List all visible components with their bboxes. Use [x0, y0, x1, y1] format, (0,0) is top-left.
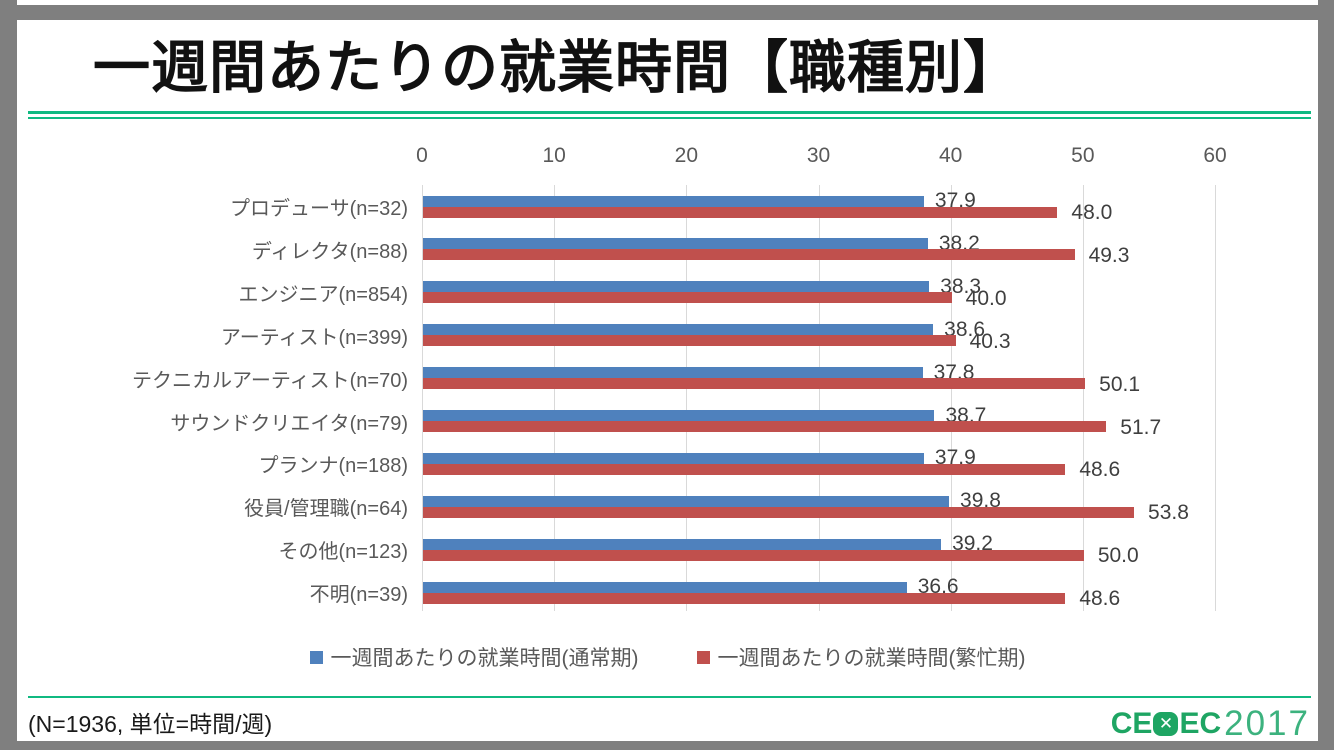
title-underline-bottom [28, 117, 1311, 119]
bar-busy [423, 335, 956, 347]
bar-busy [423, 506, 1135, 518]
logo-x-icon: ✕ [1153, 712, 1179, 736]
data-label-normal: 38.3 [940, 274, 982, 298]
category-label: アーティスト(n=399) [220, 326, 408, 349]
data-label-normal: 37.8 [933, 360, 975, 384]
data-label-busy: 40.3 [969, 329, 1011, 353]
bar-busy [423, 292, 952, 304]
data-label-busy: 48.6 [1079, 587, 1121, 611]
bar-busy [423, 206, 1058, 218]
footer-note: (N=1936, 単位=時間/週) [28, 711, 273, 737]
bar-busy [423, 549, 1084, 561]
category-label: プロデューサ(n=32) [230, 198, 408, 220]
legend-label-normal: 一週間あたりの就業時間(通常期) [330, 647, 639, 670]
legend-label-busy: 一週間あたりの就業時間(繁忙期) [717, 647, 1026, 670]
bar-busy [423, 592, 1066, 604]
logo-text-prefix: CE [1110, 707, 1153, 740]
category-label: 役員/管理職(n=64) [244, 498, 408, 521]
chart-legend: 一週間あたりの就業時間(通常期) 一週間あたりの就業時間(繁忙期) [17, 641, 1318, 673]
bar-busy [423, 463, 1066, 475]
logo-year: 2017 [1224, 704, 1310, 743]
bar-normal [423, 238, 928, 250]
category-label: テクニカルアーティスト(n=70) [132, 369, 408, 392]
logo-text-suffix: EC [1179, 707, 1222, 740]
category-label: ディレクタ(n=88) [251, 240, 408, 263]
data-label-normal: 37.9 [934, 189, 976, 212]
data-label-normal: 36.6 [917, 575, 959, 599]
bar-normal [423, 367, 923, 379]
data-label-normal: 39.2 [952, 532, 993, 556]
data-label-normal: 38.2 [938, 231, 980, 255]
gridline-20 [686, 185, 688, 611]
bar-busy [423, 378, 1086, 390]
legend-marker-busy-icon [696, 650, 710, 664]
data-label-normal: 37.9 [934, 446, 976, 470]
bar-busy [423, 249, 1075, 261]
bar-normal [423, 324, 934, 336]
bar-normal [423, 410, 935, 421]
category-label: その他(n=123) [278, 541, 409, 564]
gridline-10 [554, 185, 556, 611]
gridline-60 [1215, 185, 1216, 611]
data-label-normal: 39.8 [960, 489, 1001, 513]
data-label-normal: 38.6 [944, 317, 986, 341]
category-label: 不明(n=39) [309, 584, 408, 607]
data-label-busy: 50.1 [1099, 372, 1141, 396]
data-label-busy: 53.8 [1148, 501, 1189, 525]
category-label: サウンドクリエイタ(n=79) [170, 412, 408, 435]
title-underline-top [28, 111, 1311, 114]
x-axis-tick-50: 50 [1071, 144, 1095, 167]
x-axis-tick-30: 30 [806, 144, 831, 167]
footer-divider [28, 696, 1311, 698]
bar-normal [423, 195, 924, 207]
window-frame-right [1318, 0, 1334, 750]
page-title: 一週間あたりの就業時間【職種別】 [93, 36, 1021, 100]
data-label-busy: 40.0 [965, 286, 1007, 310]
gridline-0 [422, 185, 423, 611]
x-axis-tick-60: 60 [1203, 144, 1227, 167]
data-label-busy: 48.0 [1071, 201, 1113, 224]
data-label-normal: 38.7 [945, 403, 987, 427]
data-label-busy: 49.3 [1088, 243, 1130, 267]
window-frame-left [0, 0, 17, 750]
window-frame-bottom [0, 741, 1334, 750]
gridline-30 [818, 185, 820, 611]
bar-normal [423, 495, 950, 507]
x-axis-tick-40: 40 [938, 144, 963, 167]
legend-marker-normal-icon [309, 650, 323, 664]
bar-busy [423, 421, 1107, 432]
x-axis-tick-10: 10 [542, 144, 566, 167]
category-label: エンジニア(n=854) [238, 283, 409, 306]
legend-item-normal: 一週間あたりの就業時間(通常期) [309, 642, 639, 672]
bar-normal [423, 452, 924, 464]
cedec-2017-logo: CE ✕ EC 2017 [1111, 704, 1310, 744]
legend-item-busy: 一週間あたりの就業時間(繁忙期) [696, 642, 1026, 672]
x-axis-tick-0: 0 [416, 144, 428, 167]
category-label: プランナ(n=188) [258, 455, 409, 478]
bar-normal [423, 281, 930, 293]
data-label-busy: 48.6 [1079, 458, 1121, 482]
data-label-busy: 50.0 [1097, 544, 1139, 568]
x-axis-tick-20: 20 [674, 144, 698, 167]
bar-normal [423, 538, 942, 550]
gridline-50 [1082, 185, 1084, 611]
gridline-40 [950, 185, 952, 611]
data-label-busy: 51.7 [1120, 415, 1162, 439]
window-frame-top [0, 5, 1334, 20]
bar-normal [423, 581, 907, 593]
